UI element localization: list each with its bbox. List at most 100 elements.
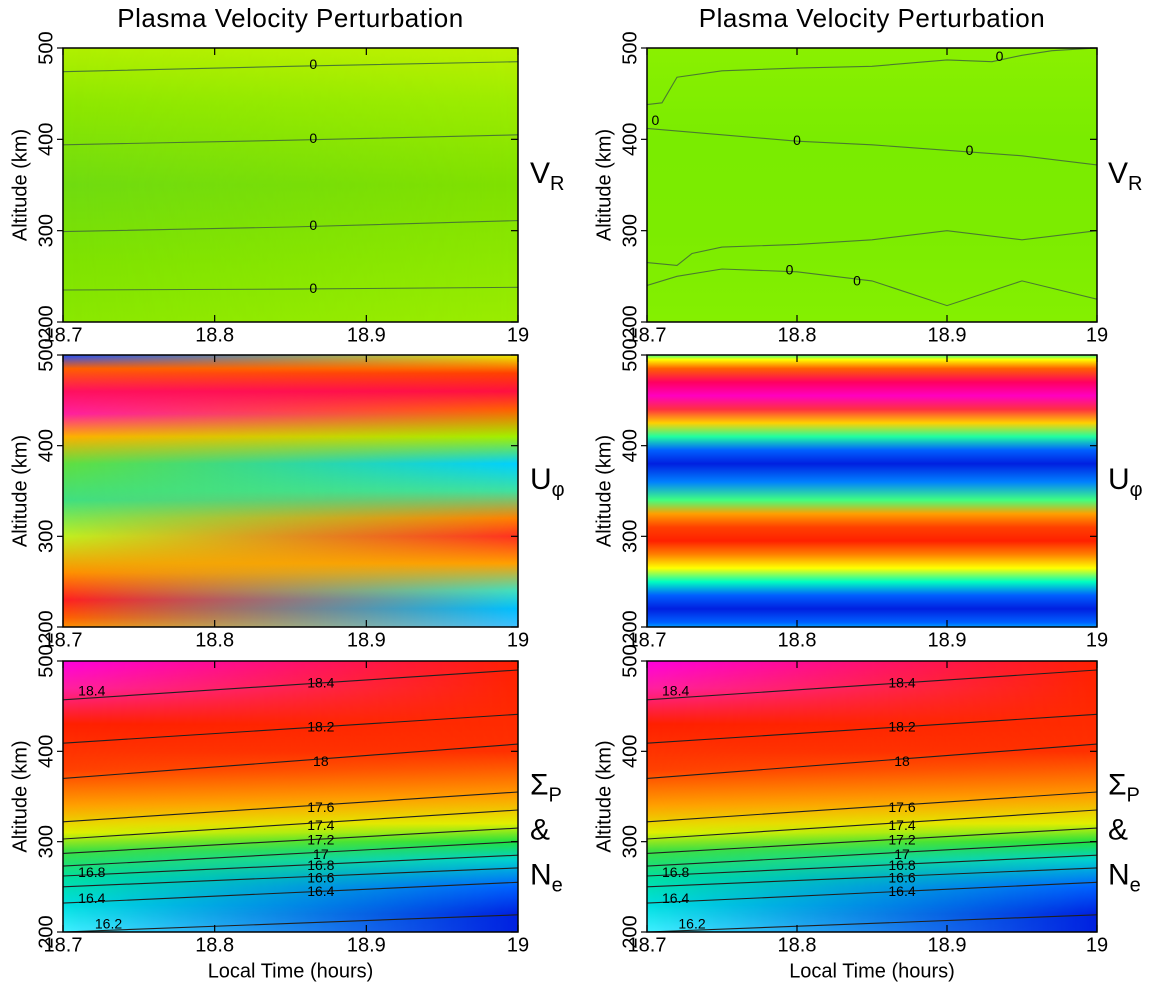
y-tick-label: 500	[619, 644, 641, 677]
panel-label-main: N	[530, 858, 552, 891]
contour-line	[647, 48, 1097, 106]
contour-line	[63, 791, 518, 823]
x-tick-label: 18.9	[347, 324, 386, 346]
contour-label: 18.4	[888, 674, 915, 690]
contour-label: 18.2	[888, 719, 915, 735]
contour-label: 18	[313, 753, 329, 769]
contour-label: 17	[313, 846, 329, 862]
contour-label: 17.4	[888, 817, 915, 833]
panel-label: VR	[1108, 157, 1142, 195]
y-tick-label: 500	[619, 31, 641, 64]
y-tick-label: 200	[619, 305, 641, 338]
x-tick-label: 18.8	[195, 629, 234, 651]
contour-label: 18.4	[78, 682, 105, 698]
panel-label-main: V	[1108, 157, 1128, 190]
contour-label: 17.2	[307, 831, 334, 847]
y-tick-label: 300	[35, 825, 57, 858]
plot-frame	[646, 354, 1098, 628]
y-axis-label: Altitude (km)	[9, 129, 31, 241]
x-tick-label: 18.7	[628, 324, 667, 346]
contour-label: 0	[966, 142, 974, 158]
y-tick-label: 200	[35, 915, 57, 948]
panel-label-sub: R	[550, 173, 564, 195]
panel-label-sub: e	[1130, 875, 1141, 897]
x-tick-label: 18.8	[195, 324, 234, 346]
plot-frame	[62, 47, 519, 323]
panel-label: Uφ	[530, 463, 565, 501]
y-tick-label: 400	[619, 735, 641, 768]
field	[63, 355, 518, 627]
contour-line	[647, 268, 1097, 307]
x-tick-label: 18.9	[347, 629, 386, 651]
contour-label: 16.8	[307, 857, 334, 873]
panel-label-sub: R	[1128, 173, 1142, 195]
y-tick-label: 300	[35, 520, 57, 553]
panel-label: Ne	[1108, 858, 1141, 896]
contour-label: 17.4	[307, 817, 334, 833]
panel: 18.7 18.8 18.9 19 200 300 400 500 Altitude (km) U…	[9, 338, 564, 651]
panel-label-sub: e	[552, 875, 563, 897]
y-tick-label: 200	[619, 610, 641, 643]
contour-label: 18.2	[307, 719, 334, 735]
panel-label-main: V	[530, 157, 550, 190]
contour-line	[63, 914, 518, 932]
panel-label: VR	[530, 157, 564, 195]
contour-label: 17.6	[307, 799, 334, 815]
contour-line	[647, 841, 1097, 867]
contour-label: 16.4	[662, 890, 689, 906]
contour-line	[63, 854, 518, 877]
contour-label: 16.4	[78, 890, 105, 906]
contour-label: 0	[793, 132, 801, 148]
contour-line	[63, 881, 518, 904]
x-tick-label: 19	[1086, 934, 1108, 956]
contour-label: 0	[652, 112, 660, 128]
y-tick-label: 300	[619, 825, 641, 858]
x-tick-label: 19	[1086, 324, 1108, 346]
panel-label: Ne	[530, 858, 563, 896]
chart-title: Plasma Velocity Perturbation	[699, 3, 1045, 33]
contour-label: 0	[996, 48, 1004, 64]
panel-label-main: &	[530, 813, 550, 846]
x-tick-label: 18.8	[778, 629, 817, 651]
contour-line	[647, 669, 1097, 701]
panel-label: Uφ	[1108, 463, 1143, 501]
y-tick-label: 300	[619, 214, 641, 247]
y-tick-label: 500	[619, 338, 641, 371]
panel-label: &	[530, 813, 550, 846]
plot-frame	[62, 354, 519, 628]
y-axis-label: Altitude (km)	[593, 740, 615, 852]
contour-label: 16.6	[307, 869, 334, 885]
x-tick-label: 18.7	[628, 629, 667, 651]
field	[63, 48, 518, 322]
plot-frame	[62, 660, 519, 933]
contour-line	[63, 867, 518, 888]
plot-frame	[646, 47, 1098, 323]
contour-line	[647, 854, 1097, 877]
x-tick-label: 18.7	[628, 934, 667, 956]
x-tick-label: 18.7	[44, 934, 83, 956]
panel-label-main: Σ	[530, 768, 549, 801]
x-tick-label: 19	[1086, 629, 1108, 651]
panel-label: ΣP	[530, 768, 562, 806]
contour-line	[63, 713, 518, 744]
contour-line	[647, 230, 1097, 266]
panel-label-sub: φ	[1130, 479, 1143, 501]
contour-label: 16.4	[307, 883, 334, 899]
panel: 0 0 0 0 0 0 18.7 18.8 18.9 19 200 300 400 500 Altitude…	[593, 3, 1142, 346]
contour-label: 17.6	[888, 799, 915, 815]
contour-label: 0	[309, 217, 317, 233]
x-tick-label: 18.9	[928, 324, 967, 346]
contour-line	[63, 134, 518, 146]
x-tick-label: 18.8	[778, 934, 817, 956]
contour-line	[63, 669, 518, 701]
contour-line	[647, 809, 1097, 840]
y-tick-label: 500	[35, 31, 57, 64]
y-tick-label: 400	[619, 123, 641, 156]
y-tick-label: 300	[35, 214, 57, 247]
x-tick-label: 18.7	[44, 324, 83, 346]
contour-line	[63, 220, 518, 233]
y-tick-label: 500	[35, 338, 57, 371]
x-tick-label: 19	[507, 629, 529, 651]
